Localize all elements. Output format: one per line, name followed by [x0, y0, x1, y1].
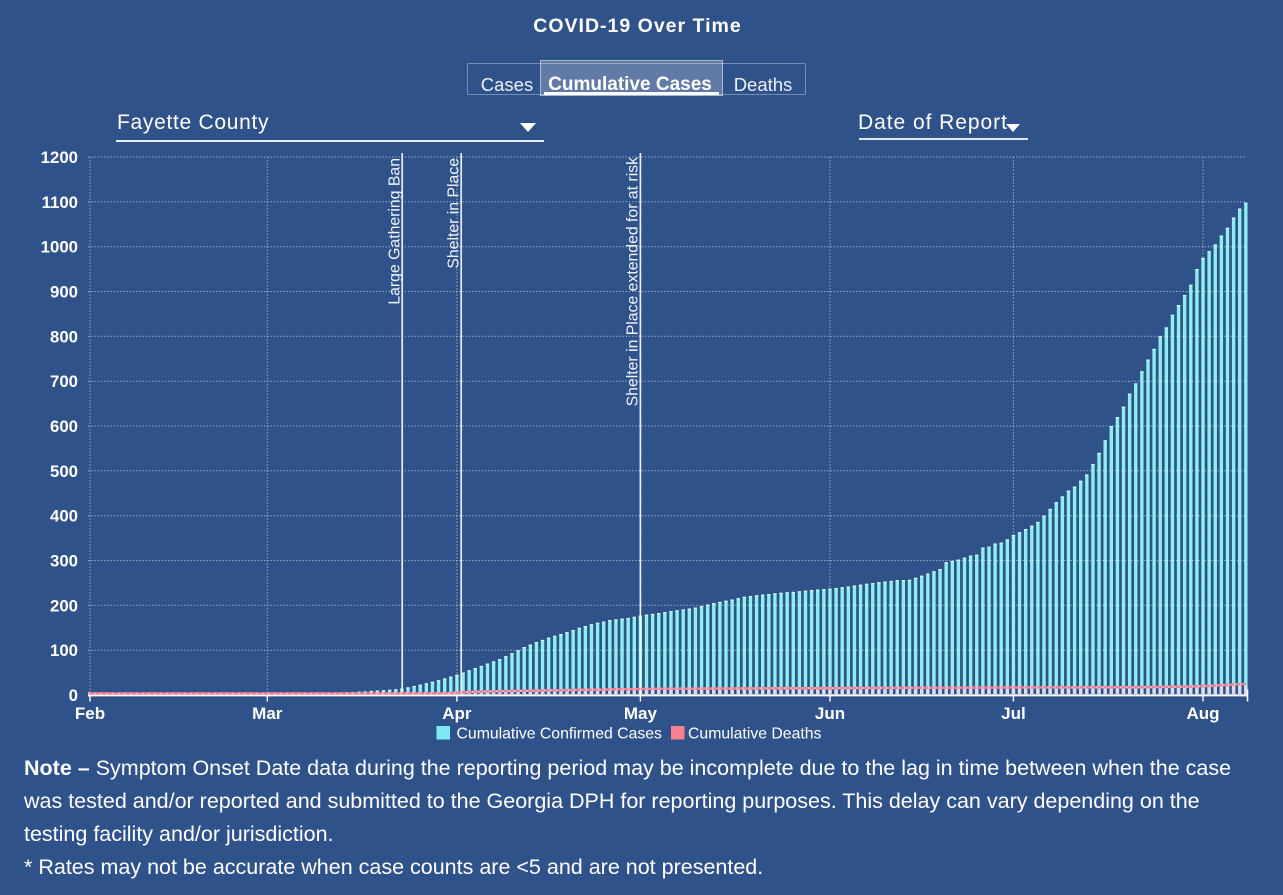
svg-text:400: 400	[50, 507, 78, 526]
svg-text:Feb: Feb	[75, 704, 105, 723]
svg-text:Mar: Mar	[252, 704, 283, 723]
svg-text:1100: 1100	[42, 193, 78, 212]
svg-text:Shelter in Place extended for: Shelter in Place extended for at risk	[625, 157, 642, 406]
svg-text:100: 100	[50, 641, 78, 660]
svg-text:Aug: Aug	[1186, 704, 1219, 723]
svg-text:Cumulative Deaths: Cumulative Deaths	[688, 726, 822, 743]
svg-text:Cumulative Confirmed Cases: Cumulative Confirmed Cases	[457, 726, 663, 743]
svg-text:300: 300	[50, 552, 78, 571]
svg-text:May: May	[624, 704, 658, 723]
svg-text:800: 800	[50, 327, 78, 346]
svg-text:Jun: Jun	[815, 704, 845, 723]
svg-text:Apr: Apr	[442, 704, 472, 723]
svg-text:700: 700	[50, 372, 78, 391]
svg-text:Jul: Jul	[1001, 704, 1026, 723]
svg-text:500: 500	[50, 462, 78, 481]
svg-text:Large Gathering Ban: Large Gathering Ban	[387, 158, 404, 305]
svg-text:1000: 1000	[41, 238, 78, 257]
svg-text:200: 200	[50, 596, 78, 615]
svg-text:Shelter in Place: Shelter in Place	[446, 158, 463, 269]
svg-text:900: 900	[50, 283, 78, 302]
svg-text:1200: 1200	[41, 148, 78, 167]
svg-text:600: 600	[50, 417, 78, 436]
svg-text:0: 0	[69, 686, 78, 705]
